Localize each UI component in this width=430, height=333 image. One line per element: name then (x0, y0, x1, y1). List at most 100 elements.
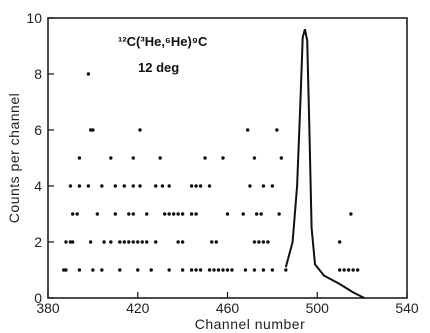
data-point (212, 268, 216, 272)
data-point (70, 212, 75, 216)
y-tick-labels: 0 2 4 6 8 10 (26, 10, 42, 306)
data-point (167, 184, 171, 188)
data-points (62, 72, 360, 272)
data-point (284, 268, 288, 272)
data-point (122, 184, 126, 188)
data-point (145, 212, 149, 216)
data-point (86, 184, 91, 188)
data-point (127, 240, 131, 244)
data-point (270, 184, 275, 188)
data-point (270, 268, 275, 272)
data-point (131, 156, 135, 160)
data-point (230, 268, 234, 272)
data-point (131, 184, 135, 188)
data-point (214, 240, 218, 244)
data-point (136, 240, 140, 244)
data-point (257, 240, 261, 244)
data-point (162, 212, 167, 216)
data-point (248, 184, 252, 188)
data-point (77, 184, 82, 188)
data-point (70, 240, 75, 244)
data-point (221, 156, 225, 160)
data-point (167, 268, 171, 272)
y-tick-label: 6 (34, 122, 42, 138)
data-point (154, 240, 158, 244)
data-point (176, 240, 180, 244)
data-point (261, 240, 266, 244)
y-tick-label: 2 (34, 234, 42, 250)
fit-curve (284, 28, 365, 299)
x-tick-label: 500 (306, 300, 330, 316)
data-point (95, 212, 100, 216)
y-tick-label: 4 (34, 178, 42, 194)
data-point (254, 212, 259, 216)
data-point (180, 212, 185, 216)
data-point (194, 184, 198, 188)
data-point (194, 268, 198, 272)
data-point (118, 268, 122, 272)
data-point (88, 240, 93, 244)
data-point (176, 212, 180, 216)
data-point (221, 268, 225, 272)
data-point (194, 212, 198, 216)
x-tick-label: 460 (216, 300, 240, 316)
data-point (136, 268, 140, 272)
y-tick-label: 10 (26, 10, 42, 26)
data-point (158, 156, 162, 160)
data-point (225, 268, 230, 272)
data-point (109, 156, 113, 160)
x-tick-label: 540 (395, 300, 419, 316)
data-point (154, 184, 158, 188)
data-point (64, 240, 68, 244)
data-point (109, 240, 113, 244)
axis-ticks (47, 17, 408, 299)
data-point (180, 240, 185, 244)
data-point (198, 184, 203, 188)
reaction-annotation: ¹²C(³He,⁶He)⁹C (118, 34, 208, 49)
x-tick-label: 420 (126, 300, 150, 316)
data-point (225, 212, 230, 216)
data-point (113, 184, 118, 188)
data-point (349, 212, 353, 216)
data-point (118, 240, 122, 244)
data-point (189, 268, 194, 272)
data-point (160, 184, 165, 188)
data-point (140, 240, 144, 244)
data-point (86, 72, 91, 76)
data-point (261, 184, 266, 188)
x-tick-label: 380 (36, 300, 60, 316)
data-point (91, 128, 95, 132)
data-point (180, 268, 185, 272)
data-point (252, 240, 257, 244)
data-point (342, 268, 346, 272)
data-point (127, 212, 131, 216)
data-point (167, 212, 171, 216)
data-point (241, 212, 245, 216)
data-point (77, 268, 82, 272)
data-point (279, 156, 284, 160)
data-point (100, 184, 104, 188)
data-point (207, 268, 212, 272)
data-point (138, 128, 142, 132)
plot-frame (47, 17, 408, 299)
data-point (252, 268, 257, 272)
data-point (198, 268, 203, 272)
data-point (243, 268, 248, 272)
data-point (266, 240, 270, 244)
data-point (259, 212, 263, 216)
data-point (131, 240, 135, 244)
data-point (337, 240, 342, 244)
data-point (171, 212, 176, 216)
data-point (75, 212, 79, 216)
data-point (337, 268, 342, 272)
data-point (216, 268, 221, 272)
data-point (77, 156, 82, 160)
data-point (275, 128, 279, 132)
angle-annotation: 12 deg (138, 60, 179, 75)
data-point (113, 212, 118, 216)
data-point (245, 128, 250, 132)
data-point (91, 268, 95, 272)
y-axis-title: Counts per channel (6, 93, 22, 223)
data-point (355, 268, 360, 272)
